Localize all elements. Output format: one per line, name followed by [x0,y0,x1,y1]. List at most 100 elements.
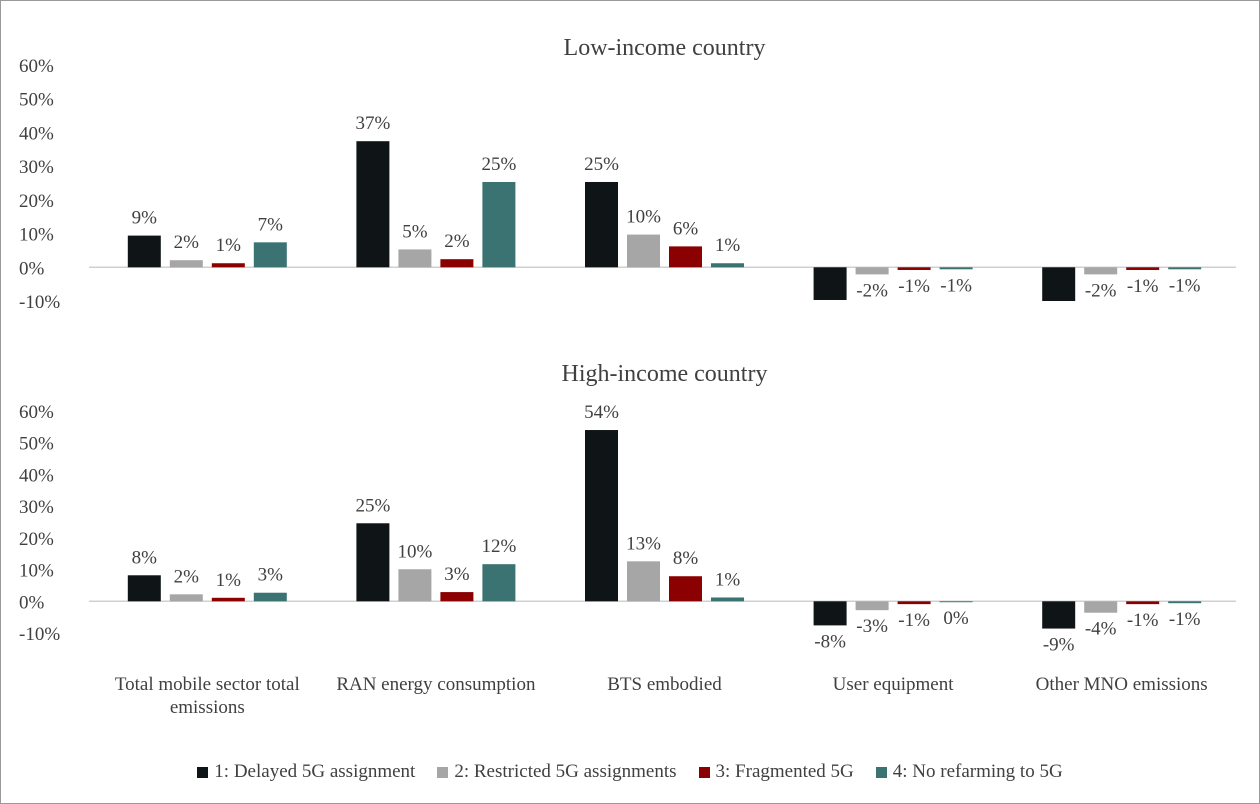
bar [897,601,931,605]
data-label: 2% [444,231,470,252]
bar [939,267,973,270]
data-label: 10% [397,541,432,562]
bar [669,246,702,268]
legend-swatch [875,766,887,778]
data-label: 5% [402,221,428,242]
bar [855,267,889,275]
data-label: -1% [1127,610,1159,631]
data-label: 25% [584,154,619,175]
bar [627,234,660,268]
y-tick-label: 40% [19,123,54,144]
data-label: 7% [258,214,284,235]
y-tick-label: 30% [19,157,54,178]
bar [855,601,889,611]
data-label: -1% [1169,609,1201,630]
data-label: -1% [1169,275,1201,296]
data-label: 1% [715,235,741,256]
legend-swatch [698,766,710,778]
bar [1084,601,1118,613]
data-label: -2% [856,280,888,301]
bar [1042,267,1076,301]
bar [1042,601,1076,629]
legend-label: 1: Delayed 5G assignment [214,761,416,782]
x-tick-label: User equipment [832,674,954,695]
y-tick-label: 50% [19,434,54,455]
data-label: -3% [856,616,888,637]
panel-title: Low-income country [564,35,766,61]
data-label: 37% [355,113,390,134]
data-label: 13% [626,533,661,554]
bar [127,235,161,268]
data-label: 3% [258,565,284,586]
y-tick-label: 0% [19,258,45,279]
bar [356,523,390,602]
data-label: -1% [940,275,972,296]
data-label: -1% [1127,276,1159,297]
data-label: 0% [943,608,969,629]
bar [669,576,702,602]
data-label: -8% [814,631,846,652]
bar [711,263,744,268]
y-tick-label: 60% [19,56,54,77]
data-label: 54% [584,402,619,423]
bar [253,592,287,602]
bar [211,263,245,268]
bar [1084,267,1118,275]
bar [127,575,161,602]
y-tick-label: 60% [19,402,54,423]
bar [627,561,660,602]
data-label: 25% [481,154,516,175]
data-label: -1% [898,610,930,631]
y-tick-label: 20% [19,529,54,550]
bar [585,430,618,602]
data-label: -1% [898,276,930,297]
legend: 1: Delayed 5G assignment 2: Restricted 5G… [1,761,1259,783]
y-tick-label: -10% [19,292,60,313]
y-tick-label: 20% [19,191,54,212]
legend-swatch [197,766,209,778]
data-label: -9% [1043,635,1075,656]
legend-item: 3: Fragmented 5G [698,761,854,783]
y-tick-label: 0% [19,592,45,613]
bar [253,242,287,268]
data-label: 1% [216,570,242,591]
bar [398,249,432,268]
data-label: 6% [673,218,699,239]
data-label: 9% [132,208,158,229]
bar [1168,601,1202,604]
legend-item: 4: No refarming to 5G [875,761,1063,783]
y-tick-label: 30% [19,497,54,518]
bar [398,569,432,602]
data-label: 8% [673,548,699,569]
x-tick-label: BTS embodied [607,674,722,695]
bar [482,564,516,602]
legend-label: 3: Fragmented 5G [715,761,854,782]
data-label: 10% [626,207,661,228]
bar [169,260,203,268]
legend-label: 4: No refarming to 5G [892,761,1063,782]
data-label: 8% [132,547,158,568]
x-tick-label: RAN energy consumption [336,674,536,695]
bar [585,181,618,268]
data-label: -2% [1085,280,1117,301]
x-tick-label: Total mobile sector total emissions [114,674,300,718]
legend-item: 2: Restricted 5G assignments [437,761,677,783]
data-label: 12% [481,536,516,557]
legend-label: 2: Restricted 5G assignments [454,761,677,782]
data-label: 1% [216,235,242,256]
bar [813,601,847,626]
data-label: 3% [444,564,470,585]
bar [211,597,245,602]
bar [482,181,516,268]
bar [1126,267,1160,270]
bar [813,267,847,300]
data-label: 25% [355,495,390,516]
bar [440,259,474,268]
y-tick-label: -10% [19,624,60,645]
y-tick-label: 10% [19,561,54,582]
y-tick-label: 40% [19,465,54,486]
y-tick-label: 10% [19,225,54,246]
data-label: 1% [715,569,741,590]
